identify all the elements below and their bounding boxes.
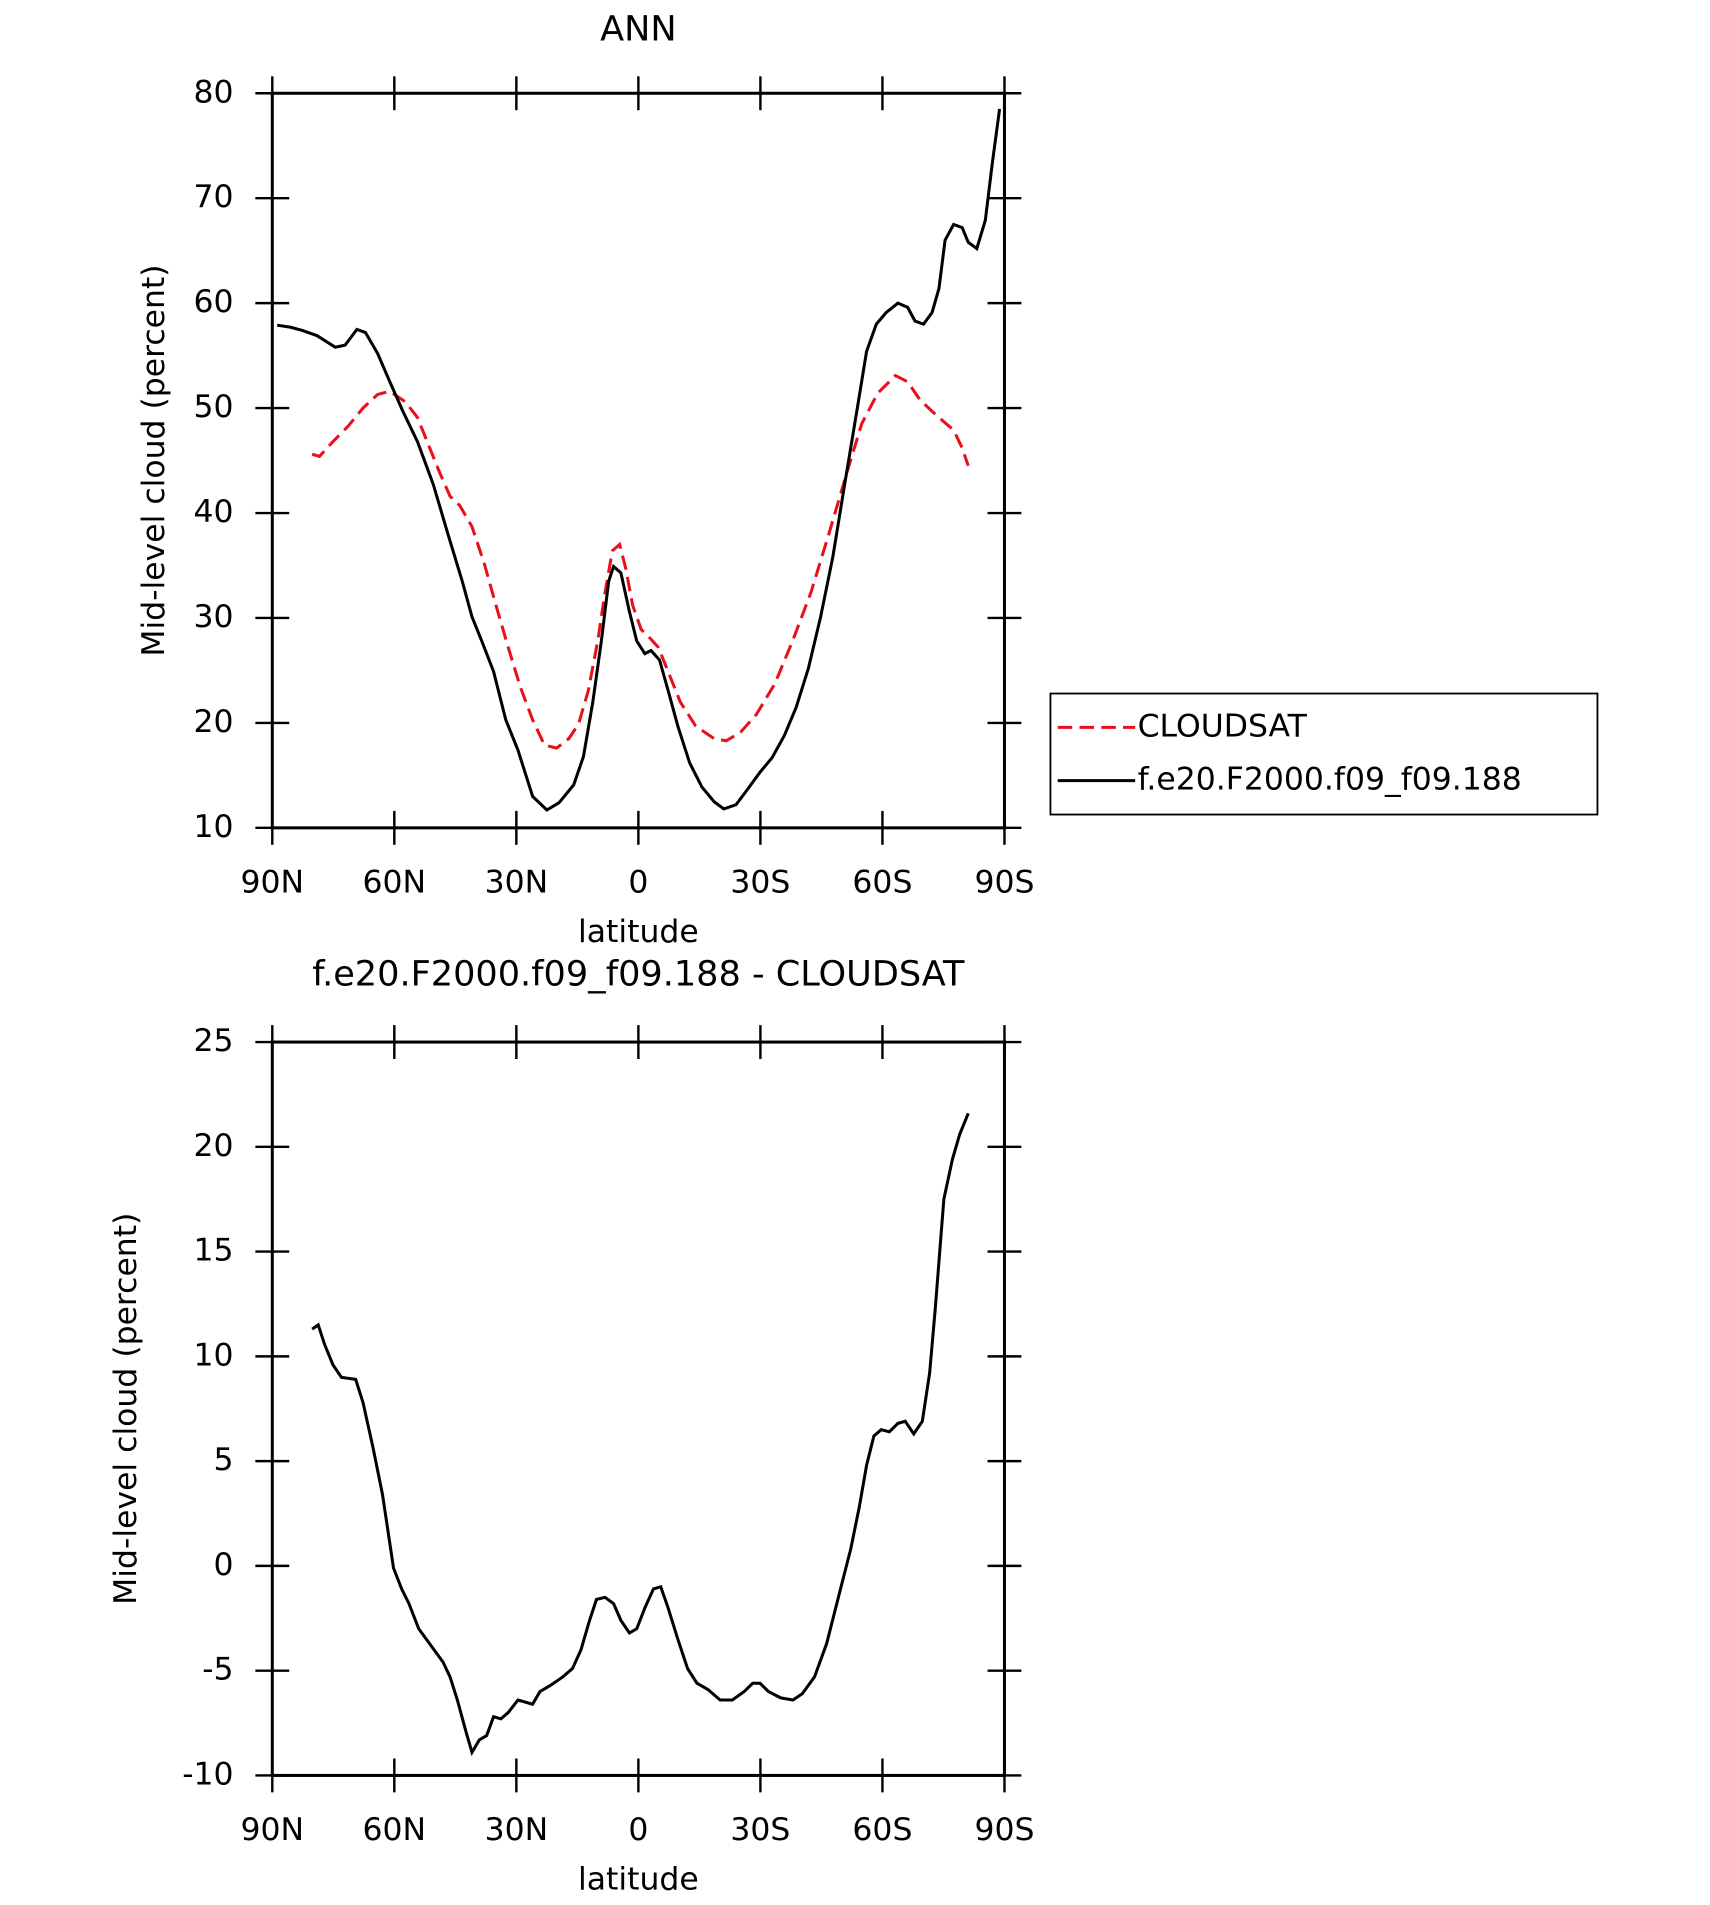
y-tick-label: 5	[214, 1442, 234, 1478]
x-tick-label: 0	[628, 865, 648, 901]
x-tick-label: 60N	[363, 865, 427, 901]
y-tick-label: -5	[202, 1652, 233, 1688]
y-tick-label: 70	[194, 179, 234, 215]
x-tick-label: 30N	[485, 865, 549, 901]
y-tick-label: 20	[194, 704, 234, 740]
y-tick-label: 80	[194, 74, 234, 110]
y-tick-label: 10	[194, 809, 234, 845]
y-tick-label: -10	[182, 1756, 233, 1792]
y-tick-label: 30	[194, 599, 234, 635]
y-tick-label: 60	[194, 284, 234, 320]
x-tick-label: 60S	[852, 1812, 912, 1848]
legend-label: f.e20.F2000.f09_f09.188	[1138, 762, 1522, 798]
y-axis-label: Mid-level cloud (percent)	[136, 264, 172, 656]
y-tick-label: 40	[194, 494, 234, 530]
y-tick-label: 15	[194, 1233, 234, 1269]
y-tick-label: 10	[194, 1337, 234, 1373]
legend-box	[1049, 692, 1599, 816]
plot-frame	[270, 1040, 1006, 1777]
plot-frame	[270, 91, 1006, 830]
data-line	[276, 108, 1002, 812]
x-tick-label: 30N	[485, 1812, 549, 1848]
x-tick-label: 90N	[241, 865, 305, 901]
chart-title: f.e20.F2000.f09_f09.188 - CLOUDSAT	[312, 953, 965, 994]
y-axis-label: Mid-level cloud (percent)	[108, 1213, 144, 1605]
y-tick-label: 50	[194, 389, 234, 425]
x-tick-label: 30S	[730, 1812, 790, 1848]
y-tick-label: 0	[214, 1547, 234, 1583]
x-tick-label: 90S	[974, 1812, 1034, 1848]
x-tick-label: 30S	[730, 865, 790, 901]
chart-title: ANN	[600, 8, 676, 49]
x-axis-label: latitude	[578, 1862, 699, 1898]
x-tick-label: 0	[628, 1812, 648, 1848]
x-tick-label: 90S	[974, 865, 1034, 901]
legend-label: CLOUDSAT	[1138, 708, 1308, 744]
y-tick-label: 25	[194, 1023, 234, 1059]
x-tick-label: 60S	[852, 865, 912, 901]
data-line	[311, 1112, 970, 1757]
data-line	[311, 373, 970, 750]
x-axis-label: latitude	[578, 914, 699, 950]
y-tick-label: 20	[194, 1128, 234, 1164]
x-tick-label: 90N	[241, 1812, 305, 1848]
x-tick-label: 60N	[363, 1812, 427, 1848]
